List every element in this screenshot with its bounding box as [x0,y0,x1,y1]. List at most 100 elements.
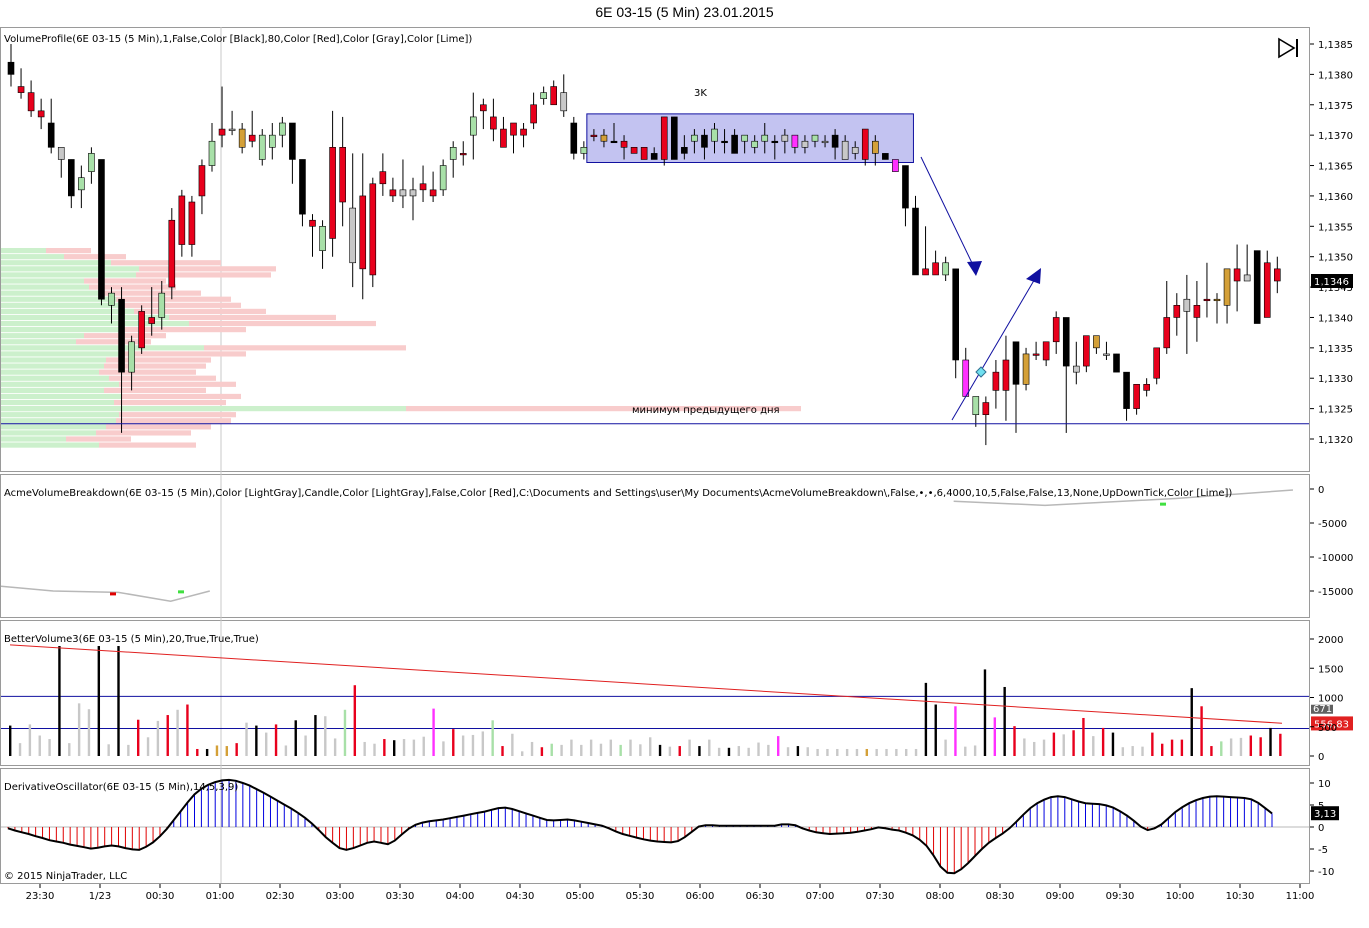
profile-bar-lime [1,387,104,393]
candle-body [158,292,166,318]
candle-body [1133,384,1140,409]
volume-bar [107,744,110,756]
volume-bar [639,744,642,756]
candle-body [480,104,487,112]
candle-body [228,128,236,131]
avb-tick-label: -15000 [1318,587,1353,598]
profile-bar-red [104,387,206,393]
time-tick-label: 23:30 [26,891,55,902]
candle-body [148,317,155,324]
candle-body [540,92,547,99]
volume-bar [727,747,731,756]
volume-bar [412,739,416,756]
candle-body [841,140,849,160]
up-arrow-head [1026,268,1041,284]
time-tick-label: 03:00 [326,891,355,902]
profile-bar-red [114,399,226,406]
price-tick-label: 1,1350 [1318,253,1353,264]
candle-body [490,116,497,130]
candle-body [520,128,527,136]
volume-bar [1101,727,1105,756]
price-tick-label: 1,1370 [1318,131,1353,142]
price-tick-label: 1,1345 [1318,283,1353,294]
volume-bar [560,744,563,756]
candle-body [731,134,738,154]
profile-bar-red [104,363,206,369]
volume-bar [1249,735,1253,756]
candle-body [871,140,879,154]
candle-body [912,207,919,276]
profile-bar-lime [1,412,119,418]
volume-bar [402,739,406,756]
candle-body [650,153,658,160]
candle-body [7,61,15,75]
candle-body [721,140,728,144]
volume-bar [97,646,101,756]
price-tick-label: 1,1380 [1318,70,1353,81]
panel-frames [0,27,1310,884]
volume-bar [1092,736,1095,756]
volume-bar [875,748,878,756]
volume-bar [786,747,790,756]
volume-bar [550,743,553,756]
volume-bar [186,704,189,756]
candle-body [1093,335,1100,349]
volume-bar [511,733,514,756]
volume-bar [58,646,61,756]
profile-bar-red [84,333,166,339]
profile-bar-red [99,442,196,448]
time-tick-label: 06:00 [686,891,715,902]
profile-bar-red [121,393,241,400]
avb-line [0,585,210,602]
volume-bar [816,748,819,756]
volume-bar [442,741,445,756]
profile-bar-lime [1,424,106,430]
profile-bar-lime [1,327,124,333]
volume-bar [146,737,150,756]
volume-bar [1082,717,1085,756]
candle-body [379,171,387,185]
volume-bar [983,669,987,756]
volume-bar [284,745,288,756]
candle-body [88,153,95,172]
volume-bar [48,739,51,756]
volume-bar [68,743,71,756]
volume-profile [1,248,801,448]
volume-bar [619,744,622,756]
candle-body [600,134,608,142]
candle-body [861,128,869,160]
profile-bar-red [106,424,211,430]
avb-down-tick [110,592,116,596]
candle-body [449,147,457,160]
price-tick-label: 1,1325 [1318,405,1353,416]
candle-body [610,140,618,144]
play-to-end-icon[interactable] [1278,37,1298,59]
candle-body [771,140,779,144]
price-tick-label: 1,1330 [1318,374,1353,385]
candle-body [711,128,718,142]
volume-bar [845,748,849,756]
price-tick-label: 1,1365 [1318,162,1353,173]
candle-body [369,183,377,276]
avb-tick-label: -10000 [1318,553,1353,564]
candle-body [1002,359,1010,391]
volume-bar [481,731,485,756]
volume-bar [1151,732,1154,756]
price-tick-label: 1,1320 [1318,435,1353,446]
candle-body [289,122,296,160]
volume-bar [77,703,81,756]
volume-bar [589,739,593,756]
price-tick-label: 1,1385 [1318,40,1353,51]
volume-bar [1170,739,1174,756]
candle-body [218,128,226,136]
volume-bar [1042,739,1046,756]
candle-body [811,134,819,142]
bv-tick-label: 0 [1318,752,1324,763]
price-tick-label: 1,1375 [1318,101,1353,112]
volume-bar [1062,734,1065,756]
volume-bar [1190,688,1193,756]
profile-bar-lime [1,418,116,424]
profile-bar-lime [1,278,84,284]
candle-body [1183,298,1191,312]
